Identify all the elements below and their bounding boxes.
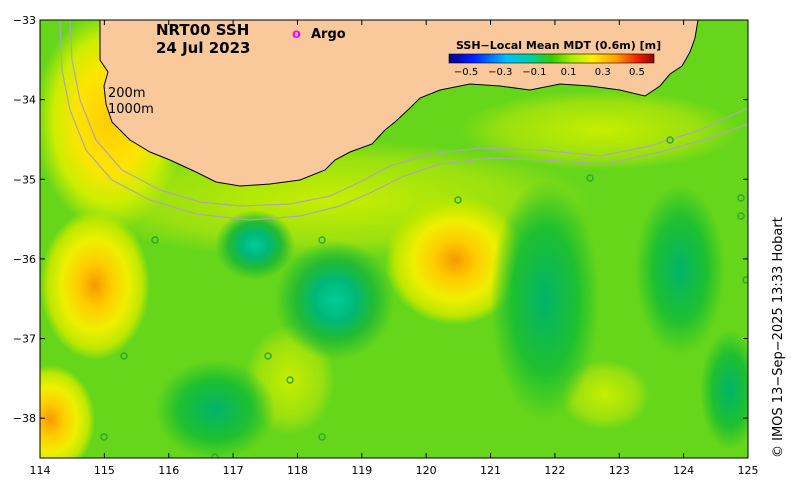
cool-edge-east <box>700 330 748 450</box>
y-tick-label: −38 <box>13 412 36 425</box>
colorbar-title: SSH−Local Mean MDT (0.6m) [m] <box>456 39 661 52</box>
cool-eddy-north <box>215 210 295 280</box>
argo-float <box>737 212 745 220</box>
contour-label-200m: 200m <box>108 86 145 101</box>
argo-float <box>151 236 159 244</box>
ssh-field <box>40 20 748 458</box>
x-tick-label: 114 <box>30 464 51 477</box>
warm-eddy-central <box>385 195 525 325</box>
y-tick-label: −36 <box>13 253 36 266</box>
cool-eddy-central <box>275 240 395 360</box>
argo-float <box>264 352 272 360</box>
colorbar-gradient <box>448 53 655 64</box>
y-tick-label: −33 <box>13 14 36 27</box>
argo-legend-symbol: o <box>292 27 301 42</box>
plot-frame <box>39 19 749 459</box>
x-tick-label: 117 <box>223 464 244 477</box>
x-tick-label: 116 <box>158 464 179 477</box>
credit-text: © IMOS 13−Sep−2025 13:33 Hobart <box>771 217 786 458</box>
colorbar-ticks: −0.5 −0.3 −0.1 0.1 0.3 0.5 <box>454 67 645 78</box>
colorbar-tick-label: 0.5 <box>629 67 645 78</box>
argo-float <box>318 236 326 244</box>
x-tick-label: 119 <box>351 464 372 477</box>
colorbar-tick-label: −0.1 <box>522 67 546 78</box>
argo-float <box>586 174 594 182</box>
argo-float <box>666 136 674 144</box>
colorbar-tick-label: −0.3 <box>488 67 512 78</box>
y-axis: −33 −34 −35 −36 −37 −38 <box>13 14 748 425</box>
date-title: 24 Jul 2023 <box>156 39 250 57</box>
colorbar-tick-label: 0.3 <box>595 67 611 78</box>
cool-band-far-east <box>635 185 725 355</box>
x-tick-label: 118 <box>287 464 308 477</box>
bathymetry-1000m-contour <box>59 20 748 221</box>
x-tick-label: 125 <box>738 464 759 477</box>
contour-label-1000m: 1000m <box>108 102 154 117</box>
colorbar-tick-label: −0.5 <box>454 67 478 78</box>
x-tick-label: 124 <box>673 464 694 477</box>
bathymetry-200m-contour <box>69 20 748 207</box>
y-tick-label: −37 <box>13 333 36 346</box>
y-tick-label: −34 <box>13 94 36 107</box>
colorbar-tick-label: 0.1 <box>561 67 577 78</box>
x-tick-label: 122 <box>544 464 565 477</box>
warm-eddy-west <box>40 210 150 360</box>
argo-float <box>737 194 745 202</box>
y-tick-label: −35 <box>13 173 36 186</box>
cool-south-centre <box>155 360 275 458</box>
argo-float <box>742 276 748 284</box>
argo-float <box>100 433 108 441</box>
x-tick-label: 115 <box>94 464 115 477</box>
argo-floats <box>100 136 748 458</box>
argo-float <box>211 453 219 458</box>
argo-float <box>318 433 326 441</box>
argo-float <box>286 376 294 384</box>
colorbar: SSH−Local Mean MDT (0.6m) [m] −0.5 −0.3 −0… <box>448 39 661 78</box>
x-tick-label: 120 <box>416 464 437 477</box>
x-axis: 114 115 116 117 118 119 120 121 122 123 124 125 <box>30 20 759 477</box>
x-tick-label: 123 <box>609 464 630 477</box>
product-title: NRT00 SSH <box>156 21 249 39</box>
x-tick-label: 121 <box>480 464 501 477</box>
argo-float <box>120 352 128 360</box>
argo-legend-label: Argo <box>311 27 346 42</box>
cool-band-east <box>490 180 600 420</box>
argo-float <box>454 196 462 204</box>
warm-corner-southwest <box>40 365 95 458</box>
